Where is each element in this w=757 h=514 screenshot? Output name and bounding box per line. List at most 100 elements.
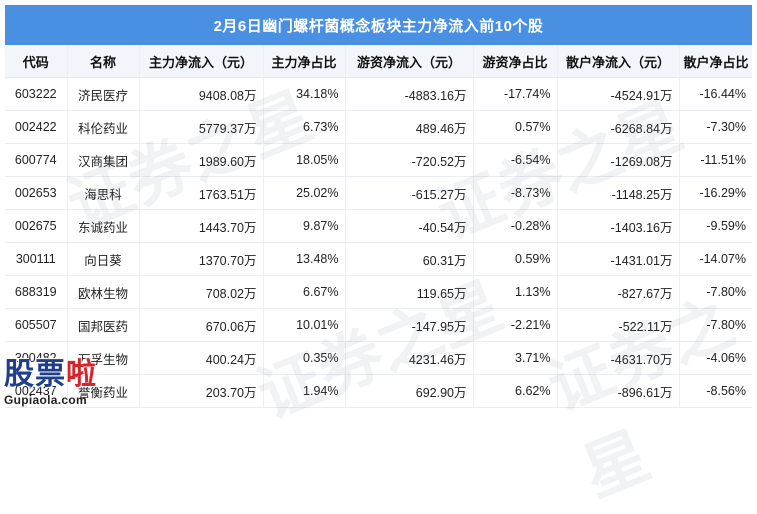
cell-retail-ratio: -7.80%	[679, 308, 752, 342]
cell-name: 向日葵	[67, 242, 140, 276]
cell-code: 600774	[5, 143, 68, 177]
cell-hot-money-ratio: -17.74%	[473, 77, 558, 111]
cell-code: 002675	[5, 209, 68, 243]
cell-retail-ratio: -16.44%	[679, 77, 752, 111]
cell-retail-ratio: -7.30%	[679, 110, 752, 144]
cell-hot-money-inflow: 60.31万	[345, 242, 474, 276]
cell-retail-inflow: -827.67万	[557, 275, 680, 309]
cell-main-ratio: 18.05%	[263, 143, 346, 177]
cell-hot-money-ratio: -0.28%	[473, 209, 558, 243]
cell-retail-inflow: -1403.16万	[557, 209, 680, 243]
cell-main-ratio: 0.35%	[263, 341, 346, 375]
cell-main-inflow: 203.70万	[139, 374, 264, 408]
column-header-retail-ratio: 散户净占比	[679, 45, 752, 78]
cell-name: 汉商集团	[67, 143, 140, 177]
table-card: 2月6日幽门螺杆菌概念板块主力净流入前10个股 代码 名称 主力净流入（元） 主…	[5, 5, 752, 413]
cell-retail-inflow: -1148.25万	[557, 176, 680, 210]
cell-name: 东诚药业	[67, 209, 140, 243]
cell-hot-money-inflow: -4883.16万	[345, 77, 474, 111]
cell-main-inflow: 1370.70万	[139, 242, 264, 276]
cell-hot-money-ratio: 3.71%	[473, 341, 558, 375]
cell-name: 济民医疗	[67, 77, 140, 111]
cell-code: 002437	[5, 374, 68, 408]
cell-code: 002653	[5, 176, 68, 210]
table-row: 002675 东诚药业 1443.70万 9.87% -40.54万 -0.28% -140…	[5, 209, 752, 243]
table-row: 002422 科伦药业 5779.37万 6.73% 489.46万 0.57% -6268…	[5, 110, 752, 144]
cell-hot-money-inflow: -147.95万	[345, 308, 474, 342]
cell-hot-money-ratio: 6.62%	[473, 374, 558, 408]
cell-retail-inflow: -1269.08万	[557, 143, 680, 177]
cell-main-ratio: 13.48%	[263, 242, 346, 276]
table-row: 002437 誉衡药业 203.70万 1.94% 692.90万 6.62% -896.6…	[5, 374, 752, 408]
column-header-name: 名称	[67, 45, 140, 78]
cell-retail-ratio: -11.51%	[679, 143, 752, 177]
cell-name: 海思科	[67, 176, 140, 210]
header-row: 代码 名称 主力净流入（元） 主力净占比 游资净流入（元） 游资净占比 散户净流…	[5, 45, 752, 78]
cell-retail-inflow: -896.61万	[557, 374, 680, 408]
cell-code: 605507	[5, 308, 68, 342]
cell-retail-ratio: -8.56%	[679, 374, 752, 408]
cell-main-inflow: 1989.60万	[139, 143, 264, 177]
cell-hot-money-inflow: 692.90万	[345, 374, 474, 408]
table-row: 600774 汉商集团 1989.60万 18.05% -720.52万 -6.54% -1…	[5, 143, 752, 177]
table-row: 300482 万孚生物 400.24万 0.35% 4231.46万 3.71% -4631…	[5, 341, 752, 375]
column-header-main-ratio: 主力净占比	[263, 45, 346, 78]
cell-hot-money-ratio: 1.13%	[473, 275, 558, 309]
cell-code: 300111	[5, 242, 68, 276]
cell-retail-ratio: -4.06%	[679, 341, 752, 375]
cell-hot-money-inflow: -720.52万	[345, 143, 474, 177]
cell-main-ratio: 34.18%	[263, 77, 346, 111]
cell-code: 603222	[5, 77, 68, 111]
cell-main-inflow: 9408.08万	[139, 77, 264, 111]
column-header-code: 代码	[5, 45, 68, 78]
cell-retail-ratio: -14.07%	[679, 242, 752, 276]
cell-hot-money-ratio: -6.54%	[473, 143, 558, 177]
cell-retail-inflow: -6268.84万	[557, 110, 680, 144]
fund-flow-table: 代码 名称 主力净流入（元） 主力净占比 游资净流入（元） 游资净占比 散户净流…	[5, 45, 752, 408]
table-row: 300111 向日葵 1370.70万 13.48% 60.31万 0.59% -1431.…	[5, 242, 752, 276]
cell-code: 002422	[5, 110, 68, 144]
cell-name: 科伦药业	[67, 110, 140, 144]
cell-name: 誉衡药业	[67, 374, 140, 408]
cell-name: 欧林生物	[67, 275, 140, 309]
cell-hot-money-inflow: -40.54万	[345, 209, 474, 243]
cell-main-inflow: 708.02万	[139, 275, 264, 309]
column-header-main-inflow: 主力净流入（元）	[139, 45, 264, 78]
column-header-retail-inflow: 散户净流入（元）	[557, 45, 680, 78]
cell-hot-money-inflow: 4231.46万	[345, 341, 474, 375]
cell-main-inflow: 670.06万	[139, 308, 264, 342]
cell-main-ratio: 25.02%	[263, 176, 346, 210]
cell-retail-ratio: -7.80%	[679, 275, 752, 309]
table-row: 688319 欧林生物 708.02万 6.67% 119.65万 1.13% -827.6…	[5, 275, 752, 309]
table-row: 603222 济民医疗 9408.08万 34.18% -4883.16万 -17.74%…	[5, 77, 752, 111]
cell-code: 688319	[5, 275, 68, 309]
table-title: 2月6日幽门螺杆菌概念板块主力净流入前10个股	[5, 5, 752, 45]
cell-hot-money-ratio: 0.57%	[473, 110, 558, 144]
cell-main-ratio: 9.87%	[263, 209, 346, 243]
cell-main-inflow: 1763.51万	[139, 176, 264, 210]
cell-hot-money-inflow: 119.65万	[345, 275, 474, 309]
column-header-hot-money-inflow: 游资净流入（元）	[345, 45, 474, 78]
cell-main-inflow: 400.24万	[139, 341, 264, 375]
cell-retail-inflow: -1431.01万	[557, 242, 680, 276]
cell-main-inflow: 1443.70万	[139, 209, 264, 243]
cell-retail-inflow: -4631.70万	[557, 341, 680, 375]
table-row: 605507 国邦医药 670.06万 10.01% -147.95万 -2.21% -52…	[5, 308, 752, 342]
table-row: 002653 海思科 1763.51万 25.02% -615.27万 -8.73% -11…	[5, 176, 752, 210]
cell-retail-ratio: -16.29%	[679, 176, 752, 210]
cell-main-ratio: 6.67%	[263, 275, 346, 309]
cell-main-ratio: 1.94%	[263, 374, 346, 408]
cell-hot-money-ratio: 0.59%	[473, 242, 558, 276]
cell-main-ratio: 6.73%	[263, 110, 346, 144]
cell-hot-money-inflow: -615.27万	[345, 176, 474, 210]
column-header-hot-money-ratio: 游资净占比	[473, 45, 558, 78]
cell-name: 国邦医药	[67, 308, 140, 342]
cell-code: 300482	[5, 341, 68, 375]
cell-retail-inflow: -4524.91万	[557, 77, 680, 111]
cell-retail-ratio: -9.59%	[679, 209, 752, 243]
cell-main-ratio: 10.01%	[263, 308, 346, 342]
cell-hot-money-ratio: -8.73%	[473, 176, 558, 210]
cell-main-inflow: 5779.37万	[139, 110, 264, 144]
cell-hot-money-ratio: -2.21%	[473, 308, 558, 342]
cell-name: 万孚生物	[67, 341, 140, 375]
